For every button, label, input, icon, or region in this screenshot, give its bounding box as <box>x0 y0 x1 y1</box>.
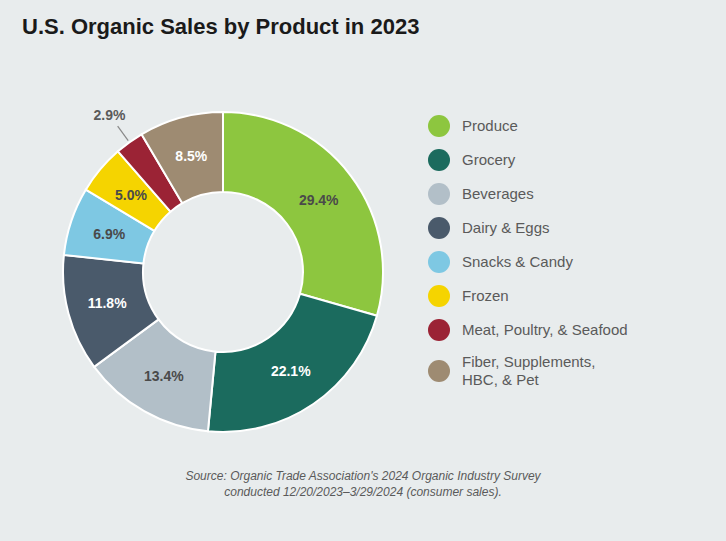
html-text:Beverages: Beverages <box>462 185 534 202</box>
html-text:Frozen: Frozen <box>462 287 509 304</box>
svg-text:13.4%: 13.4% <box>144 368 184 384</box>
html-text:Produce: Produce <box>462 117 518 134</box>
html-text:U.S. Organic Sales by Product: U.S. Organic Sales by Product in 2023 <box>22 14 420 39</box>
svg-text:22.1%: 22.1% <box>271 363 311 379</box>
svg-text:6.9%: 6.9% <box>93 226 125 242</box>
html-text:Meat, Poultry, & Seafood: Meat, Poultry, & Seafood <box>462 321 628 338</box>
html-text:Source: Organic Trade Associat: Source: Organic Trade Association's 2024… <box>185 469 541 500</box>
html-text:Snacks & Candy: Snacks & Candy <box>462 253 573 270</box>
html-text:Fiber, Supplements, HBC, & Pet: Fiber, Supplements, HBC, & Pet <box>462 353 596 388</box>
svg-text:5.0%: 5.0% <box>115 187 147 203</box>
svg-text:29.4%: 29.4% <box>299 192 339 208</box>
html-text:Grocery: Grocery <box>462 151 516 168</box>
svg-text:2.9%: 2.9% <box>94 107 126 123</box>
html-text:Dairy & Eggs: Dairy & Eggs <box>462 219 550 236</box>
svg-text:11.8%: 11.8% <box>88 295 127 311</box>
svg-text:8.5%: 8.5% <box>175 148 207 164</box>
